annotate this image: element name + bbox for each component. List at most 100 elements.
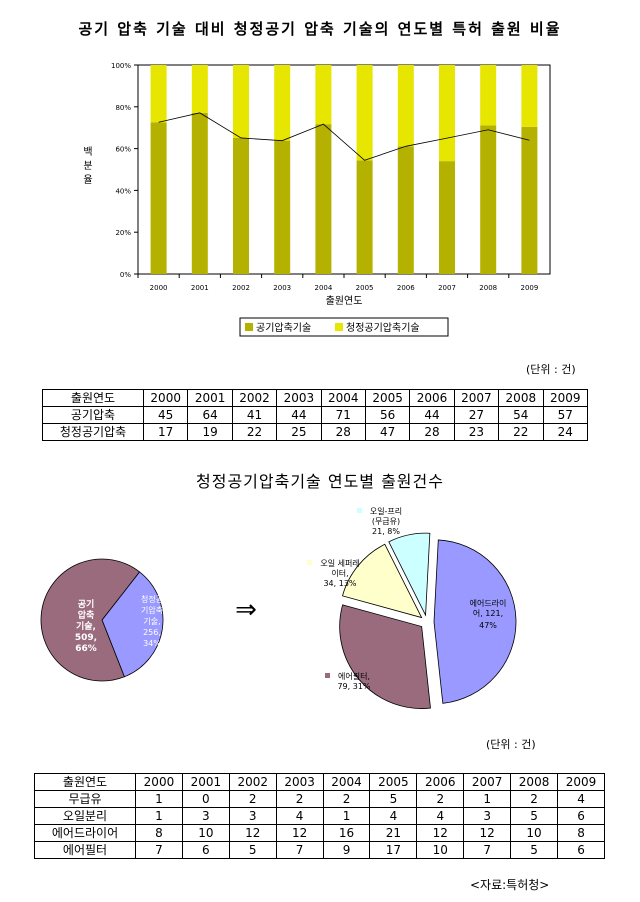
clean-air-type-table: 출원연도 2000 2001 2002 2003 2004 2005 2006 2007 2008… bbox=[34, 773, 605, 859]
table-row-label: 에어드라이어 bbox=[34, 824, 136, 842]
bar-air-compression bbox=[150, 122, 167, 275]
table-header-cell: 2009 bbox=[542, 389, 589, 407]
table-cell: 23 bbox=[453, 423, 500, 441]
bar-air-compression bbox=[397, 146, 414, 274]
big-pie-slice bbox=[342, 543, 423, 619]
bar-air-compression bbox=[356, 160, 373, 274]
table-cell: 5 bbox=[510, 841, 559, 859]
table-cell: 2 bbox=[510, 790, 559, 808]
table-cell: 44 bbox=[276, 406, 322, 424]
table-cell: 5 bbox=[510, 807, 559, 825]
table-header-cell: 2004 bbox=[320, 389, 366, 407]
table-cell: 0 bbox=[181, 790, 230, 808]
table-header-cell: 2004 bbox=[322, 773, 371, 791]
y-axis-label: 백 bbox=[83, 146, 92, 158]
table-header-cell: 2008 bbox=[498, 389, 544, 407]
pie-charts: 공기 압축 기술, 509, 66% 청정공 기압축 기술, 256, 34% … bbox=[40, 507, 517, 709]
table-cell: 6 bbox=[557, 807, 605, 825]
x-tick-label: 2006 bbox=[397, 284, 415, 292]
bar-clean-air bbox=[150, 65, 167, 123]
table-header-cell: 2000 bbox=[142, 389, 189, 407]
table-cell: 3 bbox=[463, 807, 512, 825]
table-cell: 5 bbox=[228, 841, 277, 859]
table-cell: 28 bbox=[320, 423, 366, 441]
table-cell: 6 bbox=[557, 841, 605, 859]
table-row: 청정공기압축 17 19 22 25 28 47 28 23 22 24 bbox=[42, 423, 589, 441]
table-cell: 22 bbox=[231, 423, 278, 441]
table-row-label: 에어필터 bbox=[34, 841, 136, 859]
arrow-icon: ⇒ bbox=[235, 595, 257, 625]
legend-swatch-clean bbox=[335, 323, 343, 331]
bar-clean-air bbox=[274, 65, 291, 141]
table-row: 에어필터 7 6 5 7 9 17 10 7 5 6 bbox=[34, 841, 605, 859]
legend-swatch-air bbox=[245, 323, 253, 331]
pie-label-clean: 기압축 bbox=[141, 606, 163, 615]
pie-label-oilsep: 이터, bbox=[331, 568, 348, 578]
bar-clean-air bbox=[356, 65, 373, 161]
patent-count-table: 출원연도 2000 2001 2002 2003 2004 2005 2006 2007 2008… bbox=[42, 389, 589, 441]
pie-label-dryer: 어, 121, bbox=[473, 608, 503, 618]
pie-label-air: 공기 bbox=[78, 598, 95, 610]
table-header-cell: 2000 bbox=[135, 773, 183, 791]
pie-label-clean: 기술, bbox=[143, 616, 160, 626]
table-cell: 5 bbox=[369, 790, 418, 808]
x-tick-label: 2004 bbox=[314, 284, 332, 292]
x-tick-label: 2000 bbox=[150, 284, 168, 292]
table-cell: 3 bbox=[228, 807, 277, 825]
x-tick-label: 2008 bbox=[479, 284, 497, 292]
table-cell: 7 bbox=[135, 841, 183, 859]
table-cell: 4 bbox=[369, 807, 418, 825]
table-cell: 54 bbox=[498, 406, 544, 424]
bar-air-compression bbox=[480, 125, 497, 274]
table-cell: 4 bbox=[275, 807, 324, 825]
table-cell: 44 bbox=[409, 406, 455, 424]
pie-label-air: 압축 bbox=[78, 609, 95, 621]
y-tick-label: 40% bbox=[115, 187, 131, 195]
big-pie-chart bbox=[339, 532, 517, 709]
table-header-cell: 2001 bbox=[181, 773, 230, 791]
x-tick-label: 2003 bbox=[273, 284, 291, 292]
table-cell: 4 bbox=[416, 807, 465, 825]
table-cell: 19 bbox=[187, 423, 233, 441]
table-row-label: 오일분리 bbox=[34, 807, 136, 825]
x-tick-label: 2009 bbox=[520, 284, 538, 292]
table-header-cell: 2006 bbox=[416, 773, 465, 791]
table-header-cell: 2002 bbox=[231, 389, 278, 407]
bar-clean-air bbox=[439, 65, 455, 162]
pie-chart-title: 청정공기압축기술 연도별 출원건수 bbox=[196, 472, 444, 491]
table-cell: 12 bbox=[416, 824, 465, 842]
bar-clean-air bbox=[233, 65, 249, 138]
bar-clean-air bbox=[397, 65, 414, 147]
table-cell: 17 bbox=[142, 423, 189, 441]
x-tick-label: 2001 bbox=[191, 284, 209, 292]
pie-label-oilfree: 21, 8% bbox=[372, 527, 400, 536]
y-tick-label: 0% bbox=[120, 271, 131, 279]
table-cell: 12 bbox=[275, 824, 324, 842]
legend-label-clean: 청정공기압축기술 bbox=[346, 321, 420, 334]
x-tick-label: 2007 bbox=[438, 284, 456, 292]
table-header-cell: 2003 bbox=[275, 773, 324, 791]
source-label: <자료:특허청> bbox=[470, 878, 550, 892]
pie-label-dryer: 47% bbox=[479, 621, 497, 630]
legend-box bbox=[239, 317, 449, 337]
table-cell: 6 bbox=[181, 841, 230, 859]
bar-air-compression bbox=[233, 137, 249, 274]
table-cell: 10 bbox=[181, 824, 230, 842]
table-cell: 2 bbox=[228, 790, 277, 808]
table-header-cell: 2001 bbox=[187, 389, 233, 407]
table-row-label: 공기압축 bbox=[42, 406, 144, 424]
table-cell: 9 bbox=[322, 841, 371, 859]
table-cell: 1 bbox=[322, 807, 371, 825]
table-header-cell: 2006 bbox=[409, 389, 455, 407]
pie-label-oilfree: 오일-프리 bbox=[370, 507, 402, 516]
pie-label-air: 기술, bbox=[76, 620, 96, 632]
stacked-bar-chart: 0%20%40%60%80%100% 2000 2001 2002 2003 2004 2… bbox=[83, 62, 551, 337]
table-header-cell: 2002 bbox=[228, 773, 277, 791]
bar-plot-area bbox=[137, 64, 551, 275]
bar-clean-air bbox=[521, 65, 538, 127]
x-axis-ticks: 2000 2001 2002 2003 2004 2005 2006 2007 2008 2009 bbox=[137, 274, 538, 292]
table-row-label: 청정공기압축 bbox=[42, 423, 144, 441]
table-cell: 4 bbox=[557, 790, 605, 808]
bar-air-compression bbox=[274, 140, 291, 274]
table-cell: 12 bbox=[228, 824, 277, 842]
